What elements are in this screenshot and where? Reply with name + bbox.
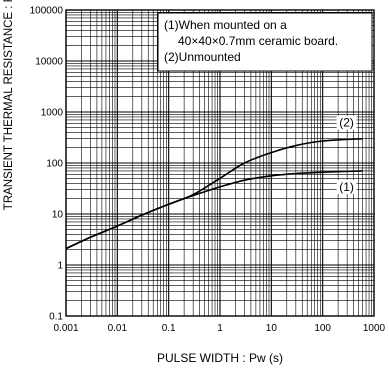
series-label-bg bbox=[336, 179, 357, 194]
x-axis-label: PULSE WIDTH : Pw (s) bbox=[156, 351, 283, 365]
series-line-2 bbox=[65, 137, 363, 250]
x-tick-label: 1 bbox=[217, 323, 223, 334]
y-tick-label: 1 bbox=[57, 261, 63, 272]
x-tick-label: 100 bbox=[314, 323, 331, 334]
y-tick-label: 100000 bbox=[30, 6, 64, 17]
y-tick-label: 100 bbox=[46, 159, 63, 170]
series-label-bg bbox=[336, 115, 357, 130]
grid bbox=[65, 10, 374, 317]
series-label-1: (1) bbox=[339, 180, 354, 194]
y-tick-label: 10 bbox=[52, 210, 64, 221]
x-tick-label: 10 bbox=[266, 323, 278, 334]
x-tick-label: 0.01 bbox=[108, 323, 128, 334]
y-tick-label: 10000 bbox=[35, 57, 63, 68]
series-label-2: (2) bbox=[339, 116, 354, 130]
x-tick-label: 0.1 bbox=[162, 323, 176, 334]
x-tick-label: 0.001 bbox=[53, 323, 78, 334]
y-axis-label: TRANSIENT THERMAL RESISTANCE : Rth(°C/W) bbox=[3, 0, 15, 211]
legend-text: (2)Unmounted bbox=[164, 50, 241, 64]
legend-text: 40×40×0.7mm ceramic board. bbox=[178, 34, 338, 48]
y-tick-label: 0.1 bbox=[49, 312, 63, 323]
legend-text: (1)When mounted on a bbox=[164, 18, 287, 32]
legend-box bbox=[157, 12, 373, 72]
y-tick-label: 1000 bbox=[41, 108, 64, 119]
plot-frame bbox=[65, 9, 375, 317]
x-tick-label: 1000 bbox=[363, 323, 386, 334]
